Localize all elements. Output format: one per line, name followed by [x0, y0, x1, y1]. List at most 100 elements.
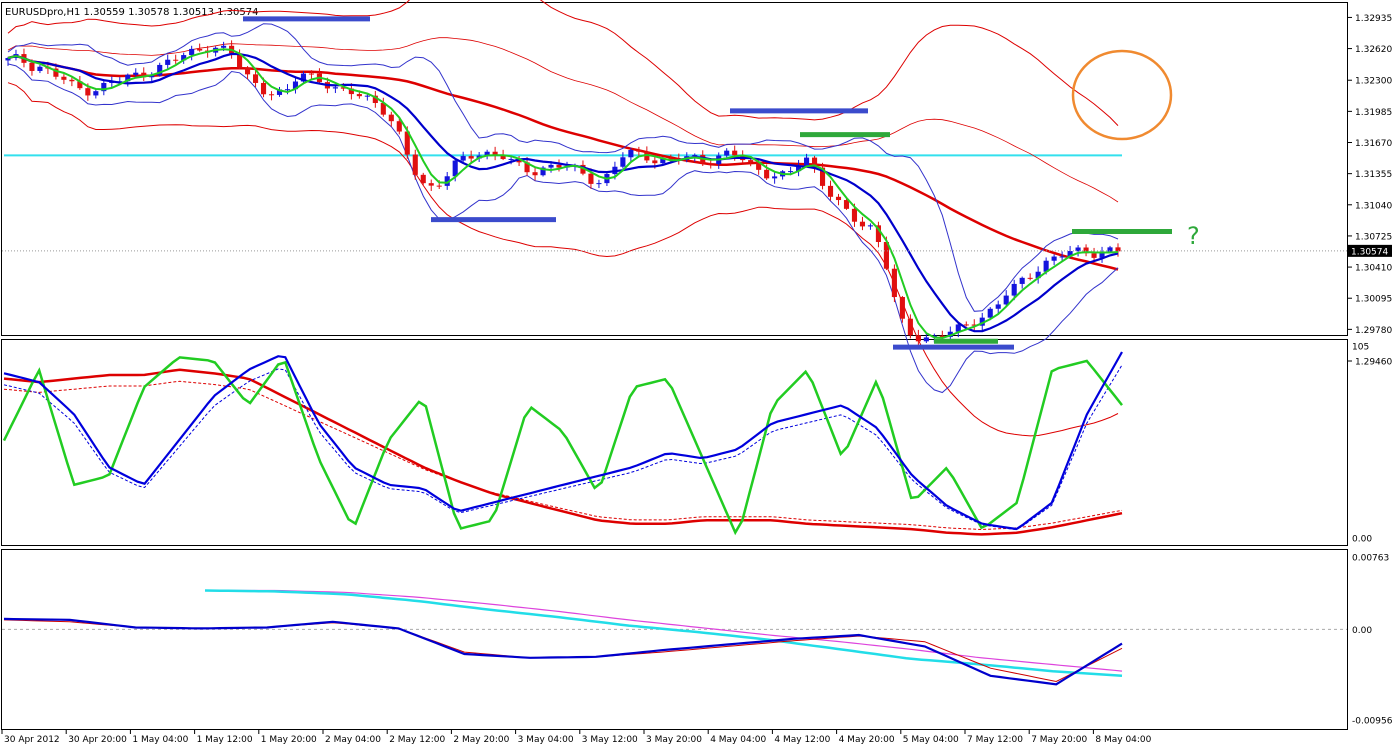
time-axis-tick: 2 May 20:00: [450, 730, 510, 745]
candle: [1027, 273, 1033, 281]
price-axis-label: 1.31670: [1355, 139, 1392, 149]
time-axis-tick: 1 May 20:00: [258, 730, 317, 745]
candle: [827, 180, 834, 201]
candle: [867, 223, 874, 230]
candle: [388, 111, 394, 127]
candle: [364, 93, 370, 101]
candle: [189, 45, 195, 61]
time-axis-label: 7 May 20:00: [1031, 735, 1087, 745]
candle: [69, 76, 75, 87]
candle: [979, 312, 985, 331]
price-axis-tick: 1.32300: [1348, 77, 1392, 87]
time-axis-label: 3 May 20:00: [646, 735, 702, 745]
time-axis-label: 2 May 12:00: [389, 735, 445, 745]
time-axis-tick: 4 May 20:00: [836, 730, 895, 745]
candle: [532, 167, 538, 181]
macd-axis-label: -0.00956: [1352, 717, 1392, 727]
time-axis-label: 3 May 04:00: [518, 735, 574, 745]
time-axis-label: 4 May 12:00: [774, 735, 830, 745]
time-axis-tick: 1 May 04:00: [129, 730, 189, 745]
price-axis-tick: 1.31355: [1348, 170, 1392, 180]
price-axis-tick: 1.30410: [1348, 264, 1392, 274]
candle: [524, 157, 530, 176]
price-axis-tick: 1.29460: [1348, 358, 1392, 368]
candle: [61, 74, 67, 85]
candle: [157, 62, 163, 77]
time-axis-label: 5 May 04:00: [903, 735, 959, 745]
axis-layer: 1.32935 1.32620 1.32300 1.31985 1.31670 1.313…: [1, 14, 1392, 745]
blue-lower-band: [7, 63, 1119, 394]
price-axis-tick: 1.30725: [1348, 232, 1392, 242]
candle: [268, 91, 275, 101]
price-axis-label: 1.29780: [1355, 326, 1392, 336]
time-axis-label: 1 May 04:00: [132, 735, 188, 745]
price-axis-label: 1.30095: [1355, 295, 1392, 305]
chart-title: EURUSDpro,H1 1.30559 1.30578 1.30513 1.3…: [5, 7, 259, 18]
candle: [444, 171, 450, 190]
time-axis-tick: 30 Apr 20:00: [65, 730, 127, 745]
candle: [1019, 276, 1025, 289]
osc-green-line: [2, 356, 1123, 536]
slow-moving-average: [7, 52, 1119, 333]
price-axis-label: 1.32620: [1355, 45, 1392, 55]
osc-blue-signal: [3, 364, 1123, 531]
time-axis-tick: 7 May 12:00: [964, 730, 1023, 745]
candle: [907, 314, 913, 339]
circle-annotation: [1071, 49, 1173, 141]
time-axis-tick: 3 May 04:00: [515, 730, 574, 745]
candle: [348, 83, 354, 100]
time-axis-label: 30 Apr 2012: [4, 735, 60, 745]
time-axis-label: 3 May 12:00: [582, 735, 638, 745]
candle: [923, 333, 929, 344]
price-axis-tick: 1.32935: [1348, 14, 1392, 24]
candle: [420, 172, 426, 185]
price-axis-label: 1.31355: [1355, 170, 1392, 180]
candle: [772, 171, 778, 184]
price-axis-label: 1.32300: [1355, 77, 1392, 87]
macd-pane-frame: [1, 549, 1348, 730]
macd-main-line: [3, 617, 1123, 686]
candle: [300, 71, 307, 85]
price-axis-tick: 1.31985: [1348, 108, 1392, 118]
candle: [628, 147, 634, 163]
macd-cyan-line: [204, 589, 1123, 678]
price-axis-label: 1.31985: [1355, 108, 1392, 118]
candle: [468, 150, 474, 164]
time-axis-label: 4 May 04:00: [710, 735, 766, 745]
candle: [819, 162, 826, 190]
time-axis-tick: 7 May 20:00: [1028, 730, 1087, 745]
price-axis-label: 1.30410: [1355, 264, 1392, 274]
fast-moving-average: [7, 48, 1119, 339]
candle: [1091, 247, 1097, 262]
candle: [93, 89, 99, 99]
time-axis-label: 1 May 12:00: [197, 735, 253, 745]
macd-axis-label: 0.00: [1352, 626, 1372, 636]
candle: [149, 72, 155, 83]
candle: [620, 152, 626, 169]
candle: [1003, 290, 1009, 307]
time-axis-tick: 1 May 12:00: [194, 730, 253, 745]
candle: [804, 153, 810, 167]
candle: [173, 54, 179, 64]
price-axis-label: 1.32935: [1355, 14, 1392, 24]
candle: [428, 179, 434, 192]
candle: [947, 326, 953, 340]
candle: [101, 79, 107, 96]
candle: [308, 70, 315, 80]
time-axis-tick: 3 May 20:00: [643, 730, 702, 745]
candle: [835, 193, 842, 206]
blue-upper-band: [7, 23, 1119, 312]
macd-axis-label: 0.00763: [1352, 554, 1389, 564]
question-mark: ?: [1187, 222, 1200, 250]
price-axis-label: 1.31040: [1355, 201, 1392, 211]
time-axis-tick: 2 May 12:00: [386, 730, 445, 745]
macd-layer: [2, 589, 1347, 686]
price-axis-tick: 1.30095: [1348, 295, 1392, 305]
candle: [1075, 245, 1081, 257]
candle: [971, 319, 977, 331]
candle: [891, 264, 897, 303]
time-axis-tick: 2 May 04:00: [322, 730, 381, 745]
red-upper-band: [7, 0, 1119, 126]
time-axis-label: 7 May 12:00: [967, 735, 1023, 745]
